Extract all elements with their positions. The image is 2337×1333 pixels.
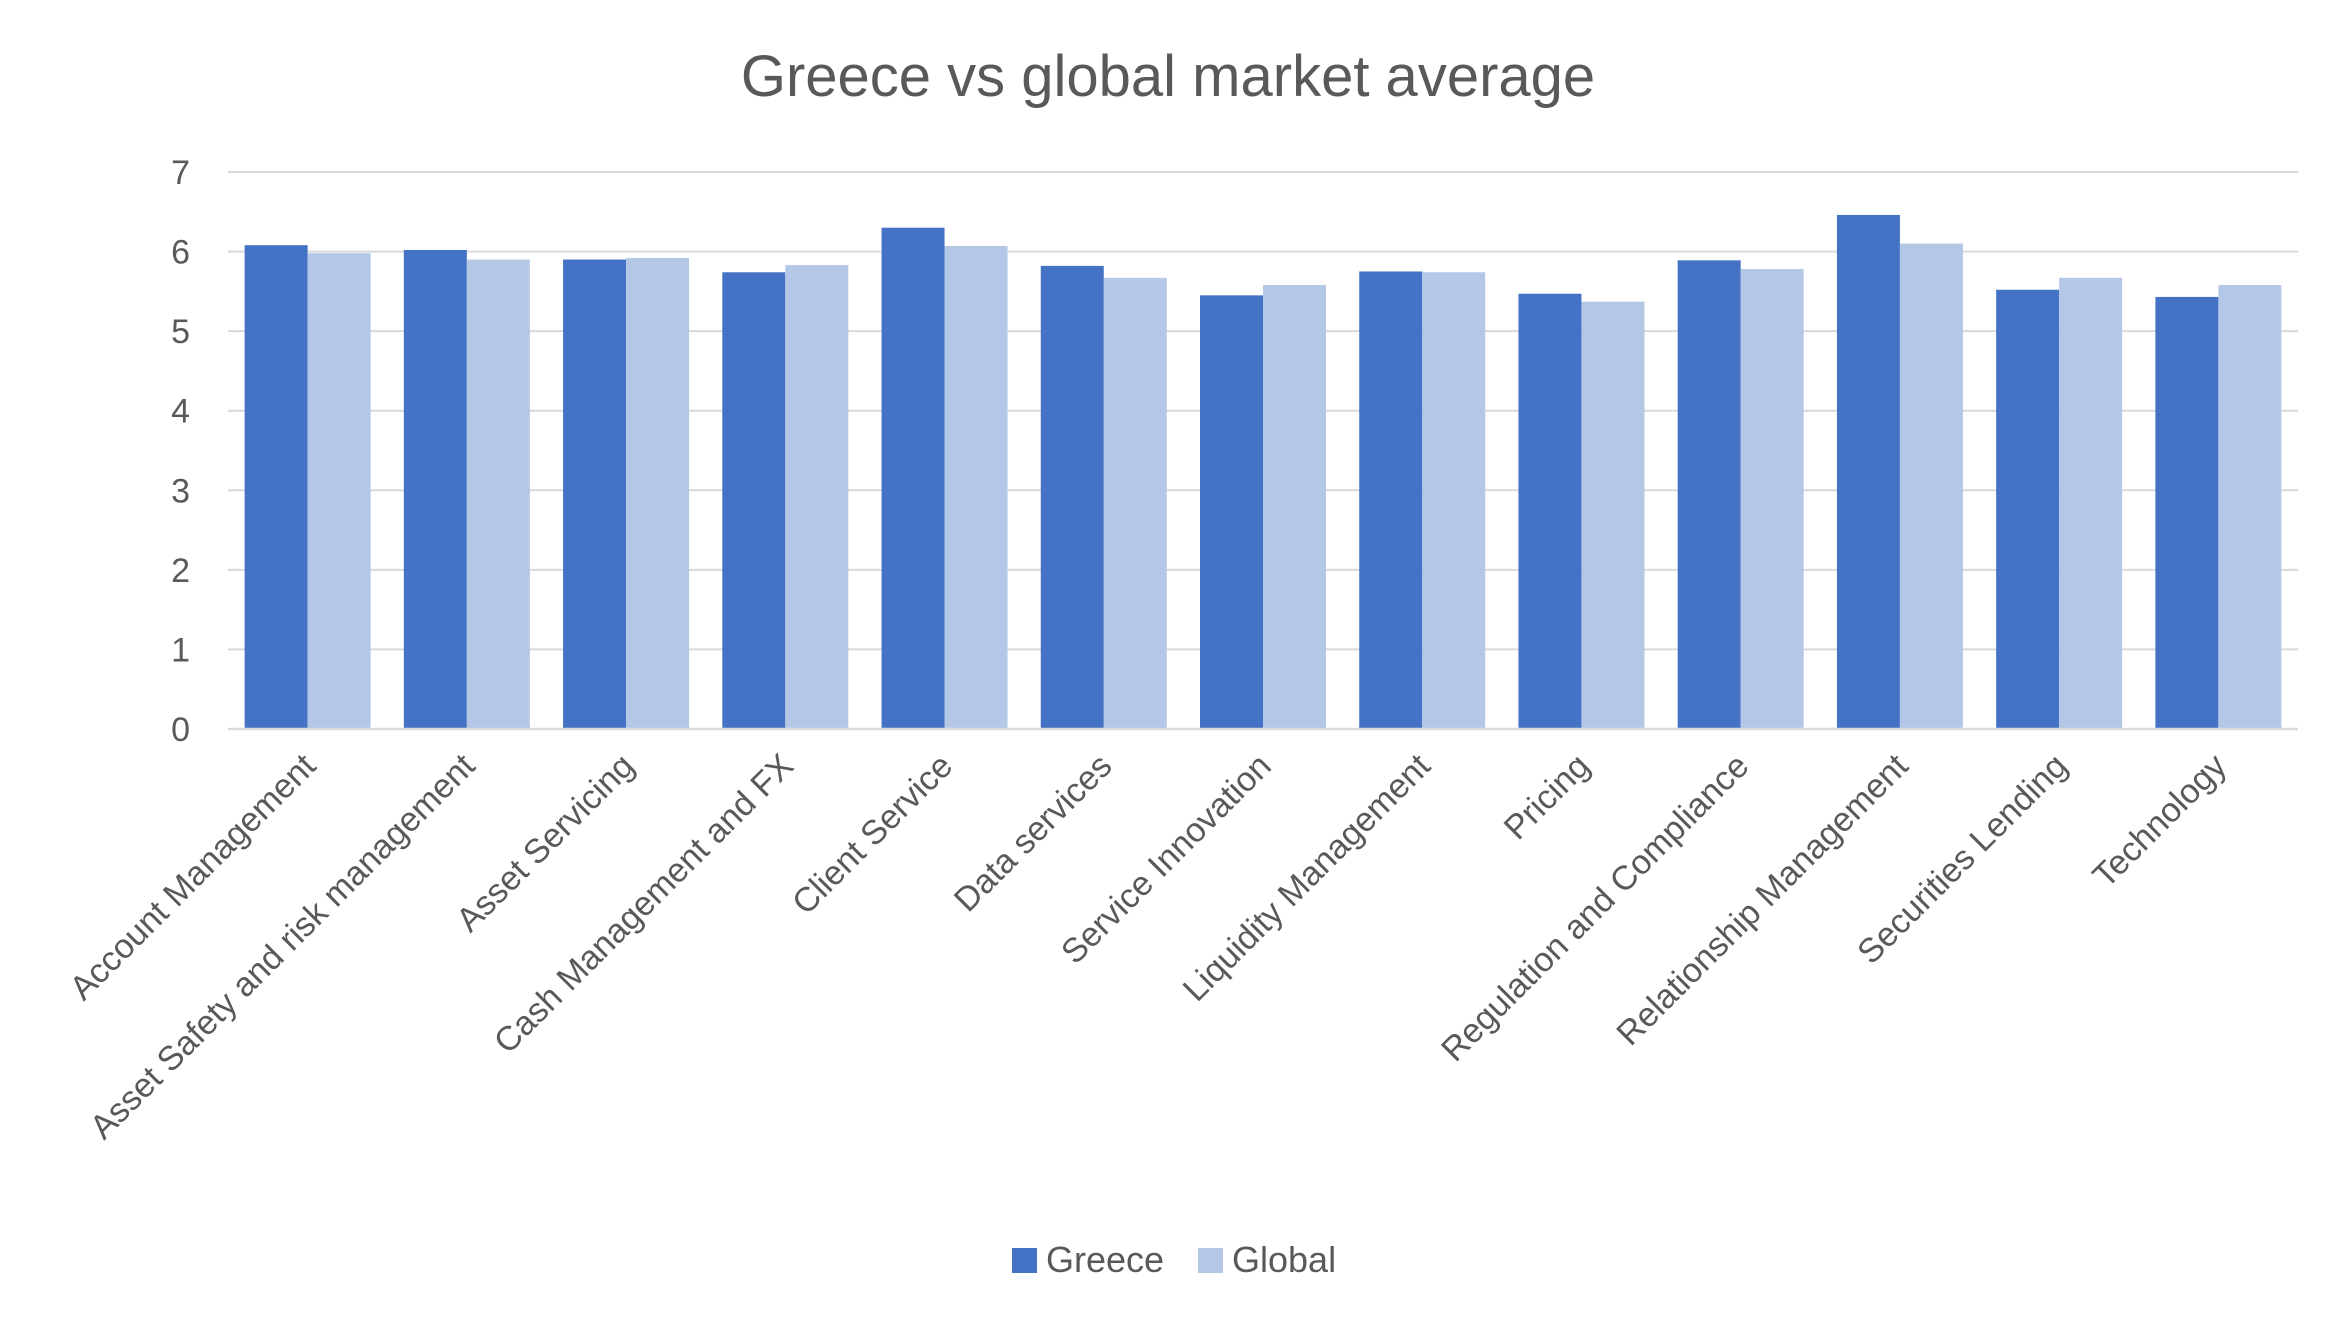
bar-greece: [403, 249, 467, 730]
bar-global: [1103, 277, 1167, 729]
bar-global: [1581, 301, 1645, 729]
bar-global: [1740, 269, 1804, 729]
y-tick-label: 3: [171, 472, 190, 510]
bar-greece: [1040, 265, 1104, 729]
bar-greece: [1359, 271, 1423, 729]
x-tick-label: Pricing: [1497, 747, 1597, 847]
bar-global: [785, 265, 849, 729]
x-tick-label: Cash Management and FX: [487, 747, 801, 1061]
bar-global: [2218, 284, 2282, 729]
bar-global: [1422, 272, 1486, 729]
bar-greece: [1518, 293, 1582, 729]
bar-global: [2059, 277, 2123, 729]
x-tick-label: Technology: [2086, 747, 2235, 896]
bar-greece: [2155, 296, 2219, 729]
bar-global: [466, 259, 530, 729]
bar-global: [307, 253, 371, 730]
bars: [244, 214, 2282, 730]
x-tick-label: Relationship Management: [1609, 746, 1916, 1053]
legend: Greece Global: [1012, 1239, 1336, 1280]
bar-greece: [1836, 214, 1900, 729]
bar-greece: [1200, 295, 1263, 729]
y-tick-label: 5: [171, 313, 190, 351]
x-tick-label: Regulation and Compliance: [1434, 747, 1756, 1069]
bar-greece: [722, 272, 786, 729]
bar-greece: [1996, 289, 2060, 729]
x-tick-label: Client Service: [785, 747, 960, 922]
x-tick-label: Data services: [947, 747, 1120, 920]
y-tick-label: 6: [171, 234, 190, 272]
legend-label-greece: Greece: [1046, 1239, 1164, 1280]
y-tick-label: 7: [171, 154, 190, 192]
y-axis-ticks: 0 1 2 3 4 5 6 7: [171, 154, 190, 749]
legend-swatch-global: [1198, 1248, 1223, 1273]
bar-global: [944, 246, 1008, 729]
bar-global: [626, 257, 690, 729]
y-tick-label: 2: [171, 552, 190, 590]
legend-swatch-greece: [1012, 1248, 1037, 1273]
bar-global: [1899, 243, 1963, 729]
bar-greece: [244, 245, 308, 729]
y-tick-label: 1: [171, 631, 190, 669]
bar-greece: [563, 259, 627, 729]
y-tick-label: 4: [171, 393, 190, 431]
legend-label-global: Global: [1232, 1239, 1336, 1280]
y-tick-label: 0: [171, 711, 190, 749]
chart-title: Greece vs global market average: [741, 44, 1595, 109]
bar-greece: [1677, 260, 1741, 729]
bar-global: [1263, 284, 1326, 729]
bar-greece: [881, 227, 945, 729]
